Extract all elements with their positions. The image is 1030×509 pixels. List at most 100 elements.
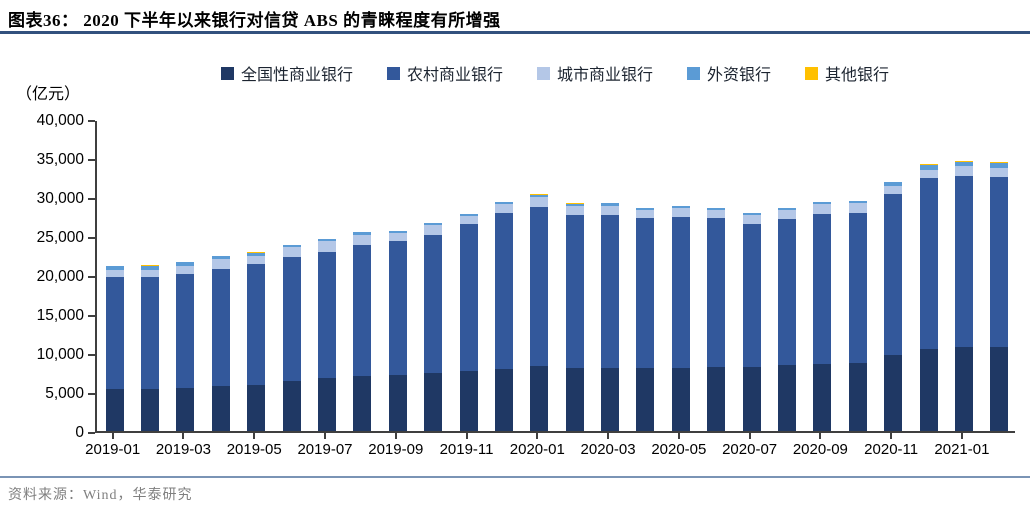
bar-segment-series-3: [954, 161, 973, 167]
x-tick-mark: [182, 433, 185, 439]
bar-segment-series-3: [494, 202, 513, 205]
y-tick-label: 5,000: [45, 385, 84, 402]
bar-segment-series-3: [247, 252, 266, 256]
bar-segment-series-2: [424, 225, 443, 236]
bar-segment-series-2: [636, 209, 655, 219]
bar-2020-09: [813, 202, 832, 431]
bar-2020-11: [884, 181, 903, 431]
bar-segment-series-2: [494, 204, 513, 213]
bar-2020-10: [848, 200, 867, 431]
bar-segment-series-0: [778, 365, 796, 431]
bar-segment-series-1: [813, 213, 832, 364]
y-tick-label: 25,000: [36, 229, 84, 246]
x-tick-mark: [819, 433, 822, 439]
legend-item-1: 农村商业银行: [386, 61, 503, 85]
y-tick-label: 40,000: [36, 112, 84, 129]
x-tick-label: 2019-03: [155, 441, 211, 458]
legend-label: 外资银行: [707, 67, 772, 84]
bar-segment-series-1: [565, 214, 584, 369]
bar-segment-series-0: [884, 355, 903, 431]
bar-2020-03: [601, 202, 620, 431]
y-tick-mark: [88, 393, 95, 395]
bar-segment-series-0: [282, 381, 301, 431]
bar-segment-series-2: [778, 209, 796, 220]
legend-item-0: 全国性商业银行: [220, 61, 353, 85]
bar-segment-series-3: [565, 203, 584, 206]
bar-segment-series-3: [388, 230, 407, 233]
bar-segment-series-1: [424, 235, 443, 374]
bar-segment-series-0: [388, 374, 407, 431]
legend-item-4: 其他银行: [805, 61, 889, 85]
y-tick-mark: [88, 198, 95, 200]
x-tick-label: 2020-05: [651, 441, 707, 458]
bar-segment-series-2: [282, 247, 301, 257]
bar-segment-series-3: [530, 194, 549, 198]
x-tick-label: 2020-01: [509, 441, 565, 458]
y-axis-unit-label: （亿元）: [16, 86, 81, 103]
bar-segment-series-1: [247, 264, 266, 385]
y-tick-mark: [88, 237, 95, 239]
bar-segment-series-1: [494, 212, 513, 369]
bar-segment-series-0: [954, 347, 973, 431]
x-tick-mark: [677, 433, 680, 439]
bar-segment-series-2: [919, 170, 938, 179]
x-tick-mark: [536, 433, 539, 439]
bar-2019-03: [176, 261, 195, 431]
bar-segment-series-2: [601, 205, 620, 216]
bar-2020-06: [707, 207, 726, 431]
bar-segment-series-1: [459, 224, 478, 372]
legend-item-3: 外资银行: [687, 61, 771, 85]
bar-segment-series-2: [848, 203, 867, 213]
bar-segment-series-3: [211, 255, 230, 260]
bar-segment-series-2: [813, 204, 832, 214]
bar-segment-series-1: [778, 219, 796, 366]
x-tick-label: 2020-03: [580, 441, 636, 458]
legend-label: 城市商业银行: [556, 67, 653, 84]
bar-2020-04: [636, 207, 655, 431]
bar-segment-series-1: [636, 218, 655, 369]
bar-segment-series-2: [353, 235, 372, 245]
bar-segment-series-3: [459, 213, 478, 216]
bar-segment-series-2: [707, 209, 726, 219]
bar-segment-series-0: [424, 373, 443, 431]
y-tick-label: 30,000: [36, 190, 84, 207]
bar-segment-series-0: [707, 367, 726, 431]
bar-segment-series-1: [282, 256, 301, 382]
legend-label: 全国性商业银行: [240, 67, 353, 84]
y-tick-mark: [88, 159, 95, 161]
bar-segment-series-3: [353, 232, 372, 236]
bar-segment-series-2: [459, 215, 478, 225]
bar-segment-series-3: [778, 208, 796, 210]
bar-segment-series-2: [105, 269, 124, 278]
bar-segment-series-0: [211, 385, 230, 431]
source-note: 资料来源：Wind，华泰研究: [8, 488, 193, 503]
bar-2019-02: [141, 265, 160, 431]
bar-2019-08: [353, 231, 372, 431]
y-tick-mark: [88, 432, 95, 434]
x-tick-mark: [253, 433, 256, 439]
y-tick-mark: [88, 276, 95, 278]
bar-segment-series-0: [848, 363, 867, 431]
x-tick-label: 2021-01: [934, 441, 990, 458]
bar-segment-series-3: [990, 162, 1009, 168]
bar-segment-series-0: [671, 367, 690, 431]
bar-segment-series-1: [211, 268, 230, 386]
bar-segment-series-0: [742, 366, 761, 431]
legend-swatch-icon: [687, 66, 700, 80]
bar-2019-06: [282, 244, 301, 431]
legend-swatch-icon: [536, 66, 550, 80]
bar-segment-series-0: [813, 363, 832, 431]
bar-segment-series-0: [247, 384, 266, 431]
legend-swatch-icon: [805, 66, 819, 80]
bar-segment-series-1: [353, 244, 372, 376]
x-tick-mark: [607, 433, 610, 439]
y-tick-mark: [88, 354, 95, 356]
x-tick-label: 2019-07: [297, 441, 353, 458]
bar-2019-10: [424, 222, 443, 431]
bar-2019-01: [105, 265, 124, 431]
bar-segment-series-2: [565, 205, 584, 215]
y-tick-label: 10,000: [36, 346, 84, 363]
bar-segment-series-3: [848, 200, 867, 204]
bar-segment-series-1: [141, 276, 160, 389]
